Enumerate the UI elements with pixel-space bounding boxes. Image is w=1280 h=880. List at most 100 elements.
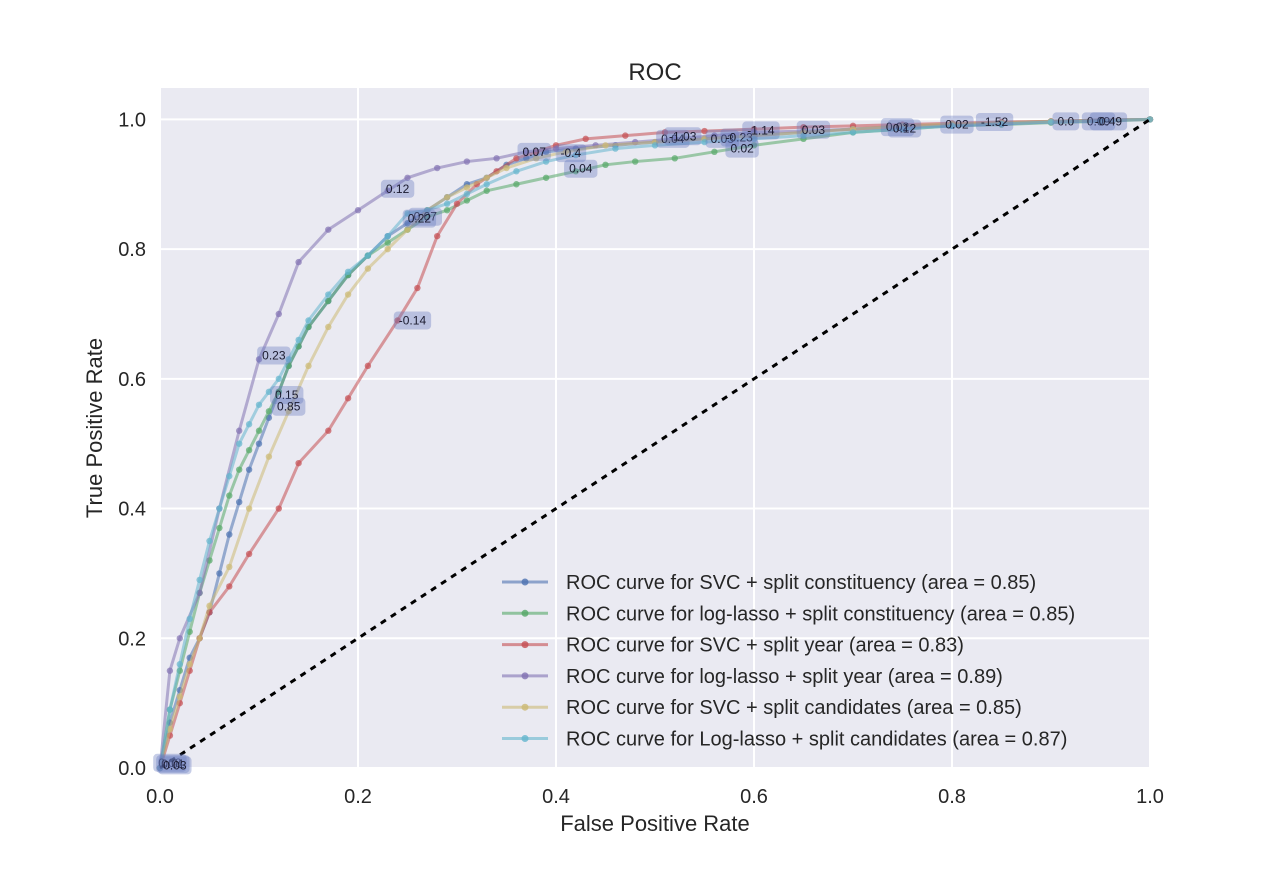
series-point [404, 174, 411, 181]
legend: ROC curve for SVC + split constituency (… [502, 572, 1075, 751]
series-point [384, 245, 391, 253]
series-point [384, 239, 391, 246]
threshold-annotation-box [555, 144, 587, 163]
legend-label: ROC curve for log-lasso + split year (ar… [566, 666, 1003, 688]
threshold-annotation-box [720, 128, 758, 147]
threshold-annotation-box [796, 120, 831, 139]
threshold-annotation: 0.01 [156, 755, 190, 774]
threshold-annotation-label: 0.03 [711, 132, 735, 146]
series-point [483, 174, 490, 181]
legend-marker [521, 578, 529, 586]
series-point [236, 427, 243, 434]
series-point [602, 161, 609, 169]
threshold-annotation-label: 0.22 [408, 212, 432, 226]
threshold-annotation: 0.07 [408, 207, 442, 226]
series-point [998, 120, 1005, 128]
threshold-annotation-label: -1.52 [981, 115, 1009, 129]
series-point [701, 127, 708, 135]
threshold-annotation-box [402, 209, 437, 228]
series-point [275, 505, 282, 512]
series-point [325, 323, 332, 331]
threshold-annotation-label: 0.04 [661, 132, 685, 146]
y-tick-label: 0.6 [118, 369, 146, 391]
threshold-annotation-label: 0.0 [1058, 114, 1075, 128]
threshold-annotation-label: 0.07 [414, 210, 438, 224]
threshold-annotation-box [664, 127, 702, 146]
threshold-annotation-label: 0.07 [523, 145, 547, 159]
series-point [275, 310, 282, 318]
series-point [503, 164, 510, 172]
legend-label: ROC curve for SVC + split year (area = 0… [566, 635, 964, 657]
legend-marker [521, 641, 529, 649]
series-point [166, 706, 174, 713]
threshold-annotation: -1.52 [975, 112, 1014, 131]
threshold-annotation-box [257, 346, 291, 365]
series-point [493, 155, 500, 162]
threshold-annotation-box [408, 207, 442, 226]
series-6 [156, 116, 1154, 772]
threshold-annotation: 0.0 [1052, 112, 1080, 131]
threshold-annotation-label: -1.14 [747, 123, 775, 137]
series-point [750, 135, 758, 143]
series-point [562, 148, 570, 156]
threshold-annotation-label: 0.85 [277, 400, 301, 414]
series-point [800, 132, 807, 139]
series-point [305, 362, 312, 370]
series-point [255, 440, 263, 447]
series-point [226, 492, 233, 499]
series-point [275, 388, 282, 396]
series-point [849, 129, 857, 136]
series-point [612, 145, 619, 152]
series-point [344, 395, 352, 402]
series-point [1097, 117, 1104, 124]
series-point [255, 427, 263, 434]
series-point [1047, 118, 1055, 126]
series-point [463, 190, 471, 198]
threshold-annotation-label: 0.02 [886, 120, 910, 134]
y-tick-label: 0.4 [118, 499, 146, 521]
series-point [166, 667, 174, 674]
threshold-annotation: -1.14 [742, 121, 780, 140]
y-tick-label: 0.8 [118, 239, 146, 261]
series-point [344, 268, 352, 276]
chance-diagonal-line [159, 118, 1151, 770]
series-point [404, 219, 411, 227]
series-point [325, 297, 332, 305]
series-point [394, 317, 401, 324]
threshold-annotation-label: 0.15 [275, 388, 299, 402]
series-point [651, 142, 659, 149]
series-point [483, 181, 490, 188]
series-point [226, 563, 233, 571]
series-point [602, 142, 609, 149]
series-point [552, 145, 560, 152]
threshold-annotation-label: 0.04 [569, 162, 593, 176]
series-point [404, 210, 411, 217]
series-point [285, 356, 292, 363]
threshold-annotation: 0.02 [725, 139, 759, 158]
threshold-annotation: 0.23 [257, 346, 291, 365]
series-point [424, 213, 431, 220]
series-point [582, 135, 589, 143]
threshold-annotation: 0.07 [517, 142, 551, 161]
series-point [255, 401, 263, 408]
y-axis-label: True Positive Rate [82, 338, 107, 518]
y-tick-label: 0.0 [118, 758, 146, 780]
threshold-annotation-box [380, 179, 415, 198]
legend-marker [521, 735, 529, 742]
series-point [226, 583, 233, 590]
legend-entry: ROC curve for SVC + split constituency (… [502, 572, 1036, 594]
x-axis-ticks: 0.0 0.2 0.4 0.6 0.8 1.0 [146, 786, 1164, 808]
threshold-annotation-box [272, 397, 306, 416]
series-point [216, 505, 223, 512]
threshold-annotation: 0.12 [380, 179, 415, 198]
series-point [245, 446, 253, 454]
threshold-annotation-label: 0.23 [262, 348, 286, 362]
series-point [463, 197, 471, 204]
threshold-annotation-label: 0.03 [802, 123, 826, 137]
threshold-annotation-box [656, 129, 690, 148]
plot-background [160, 88, 1150, 768]
threshold-annotation-label: -0.4 [561, 146, 582, 160]
threshold-annotation-box [153, 753, 187, 772]
threshold-annotation: 0.03 [705, 129, 739, 148]
grid-lines [159, 88, 1151, 769]
